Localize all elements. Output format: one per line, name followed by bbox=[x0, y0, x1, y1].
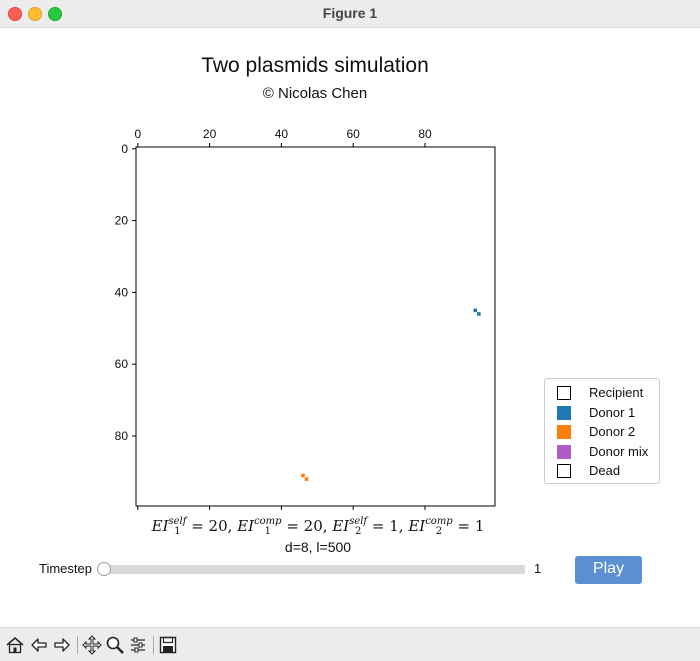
figure-subtitle: © Nicolas Chen bbox=[262, 85, 368, 102]
play-button[interactable]: Play bbox=[575, 556, 642, 584]
formula-term: EI self 1 = 20, bbox=[151, 516, 238, 537]
formula-term: EI self 2 = 1, bbox=[332, 516, 409, 537]
y-tick-label: 80 bbox=[115, 429, 129, 443]
x-tick-label: 80 bbox=[418, 127, 432, 141]
pan-icon[interactable] bbox=[82, 635, 102, 655]
legend-swatch bbox=[557, 386, 571, 400]
window-title: Figure 1 bbox=[322, 5, 378, 21]
x-tick-label: 0 bbox=[134, 127, 141, 141]
y-tick-label: 20 bbox=[115, 214, 129, 228]
home-icon[interactable] bbox=[5, 635, 25, 655]
legend-item: Donor mix bbox=[545, 442, 659, 461]
y-tick-label: 60 bbox=[115, 357, 129, 371]
grid-cell bbox=[477, 312, 481, 316]
toolbar-separator bbox=[153, 636, 154, 654]
x-axis-ticks: 0 20 40 60 80 bbox=[134, 127, 432, 510]
legend: Recipient Donor 1 Donor 2 Donor mix Dead bbox=[544, 378, 660, 484]
legend-label: Dead bbox=[589, 463, 621, 478]
legend-label: Donor 1 bbox=[589, 404, 636, 420]
grid-cell bbox=[301, 473, 305, 478]
x-tick-label: 40 bbox=[275, 127, 289, 141]
grid-cell bbox=[473, 308, 478, 313]
legend-swatch bbox=[557, 444, 571, 459]
cell-layer bbox=[301, 308, 481, 481]
legend-swatch bbox=[557, 464, 571, 478]
legend-item: Dead bbox=[545, 461, 659, 480]
zoom-icon[interactable] bbox=[105, 635, 125, 655]
x-tick-label: 60 bbox=[347, 127, 361, 141]
legend-item: Donor 1 bbox=[545, 403, 659, 422]
legend-label: Donor mix bbox=[589, 443, 649, 459]
y-axis-ticks: 0 20 40 60 80 bbox=[115, 142, 136, 443]
timestep-label: Timestep bbox=[39, 561, 92, 576]
legend-swatch bbox=[557, 425, 571, 439]
configure-subplots-icon[interactable] bbox=[128, 635, 148, 655]
legend-item: Donor 2 bbox=[545, 422, 659, 441]
forward-arrow-icon[interactable] bbox=[52, 635, 72, 655]
legend-item: Recipient bbox=[545, 383, 659, 402]
plot-area[interactable] bbox=[135, 146, 496, 507]
parameters-label: d=8, l=500 bbox=[284, 539, 352, 555]
minimize-window-button[interactable] bbox=[28, 7, 42, 21]
figure-title: Two plasmids simulation bbox=[201, 54, 429, 77]
grid-cell bbox=[304, 477, 309, 481]
formula-term: EI comp 1 = 20, bbox=[237, 516, 333, 537]
timestep-value: 1 bbox=[534, 561, 542, 576]
legend-label: Recipient bbox=[589, 385, 644, 400]
close-window-button[interactable] bbox=[8, 7, 22, 21]
legend-label: Donor 2 bbox=[589, 424, 636, 439]
window-titlebar: Figure 1 bbox=[0, 0, 700, 28]
simulation-grid-plot[interactable]: 0 20 40 60 80 0 20 40 60 80 bbox=[0, 0, 700, 560]
legend-swatch bbox=[557, 405, 571, 420]
maximize-window-button[interactable] bbox=[48, 7, 62, 21]
formula-term: EI comp 2 = 1 bbox=[408, 516, 485, 537]
toolbar-separator bbox=[77, 636, 78, 654]
x-tick-label: 20 bbox=[203, 127, 217, 141]
y-tick-label: 0 bbox=[121, 142, 128, 156]
x-axis-formula-label: EI self 1 = 20, EI comp 1 = 20, EI self 2 = 1,… bbox=[0, 517, 636, 537]
y-tick-label: 40 bbox=[115, 285, 129, 299]
navigation-toolbar bbox=[0, 627, 700, 661]
save-icon[interactable] bbox=[158, 635, 178, 655]
timestep-slider-track[interactable] bbox=[105, 565, 525, 574]
back-arrow-icon[interactable] bbox=[29, 635, 49, 655]
timestep-slider-handle[interactable] bbox=[97, 562, 111, 576]
